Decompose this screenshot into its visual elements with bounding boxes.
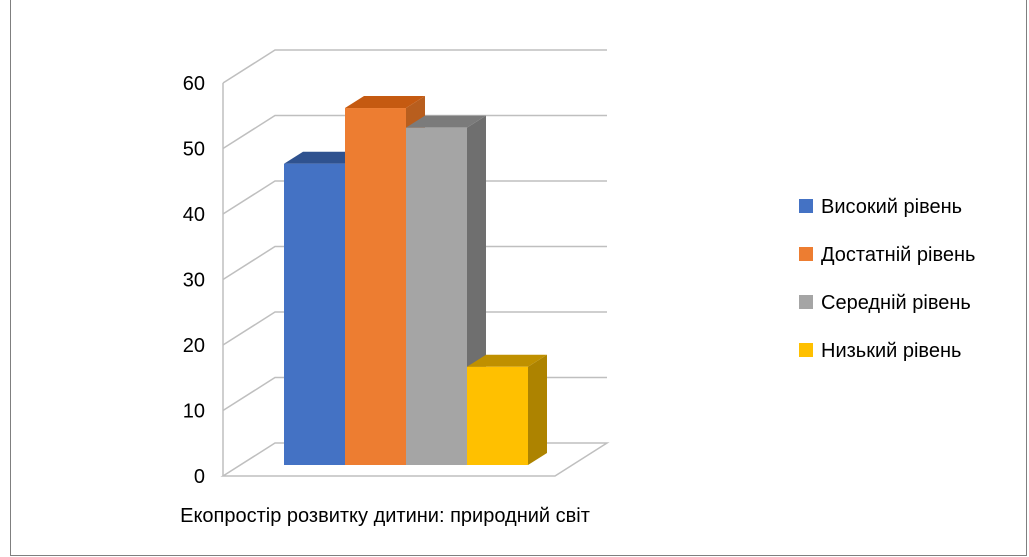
legend-item[interactable]: Високий рівень — [799, 196, 962, 218]
y-tick-label: 20 — [183, 335, 205, 357]
gridline — [222, 311, 607, 346]
gridlines — [222, 49, 607, 412]
y-axis-ticks: 0 10 20 30 40 50 60 — [183, 73, 205, 488]
legend-item[interactable]: Достатній рівень — [799, 244, 975, 266]
y-tick-label: 30 — [183, 270, 205, 292]
legend-swatch — [799, 343, 813, 357]
y-tick-label: 10 — [183, 401, 205, 423]
bar-top — [284, 151, 364, 164]
bar-top — [467, 354, 547, 367]
legend-label: Середній рівень — [821, 292, 971, 314]
bar-front — [467, 366, 528, 465]
legend-swatch — [799, 247, 813, 261]
legend[interactable]: Високий рівень Достатній рівень Середній р… — [799, 196, 975, 362]
bar-front — [345, 108, 406, 466]
floor-outline — [220, 442, 610, 477]
bar-4 — [467, 354, 547, 465]
gridline — [222, 49, 607, 84]
y-tick-label: 40 — [183, 204, 205, 226]
gridline — [222, 245, 607, 281]
legend-item[interactable]: Середній рівень — [799, 292, 971, 314]
category-label: Екопростір розвитку дитини: природний св… — [180, 505, 590, 527]
legend-label: Достатній рівень — [821, 244, 975, 266]
bar-side — [528, 354, 547, 465]
y-tick-label: 50 — [183, 139, 205, 161]
bars — [284, 96, 547, 466]
gridline — [222, 180, 607, 215]
y-tick-label: 60 — [183, 73, 205, 95]
legend-label: Низький рівень — [821, 340, 961, 362]
y-tick-label: 0 — [194, 466, 205, 488]
bar-front — [284, 163, 345, 465]
gridline — [222, 114, 607, 150]
legend-swatch — [799, 199, 813, 213]
legend-label: Високий рівень — [821, 196, 962, 218]
legend-swatch — [799, 295, 813, 309]
bar-top — [406, 115, 486, 128]
bar-top — [345, 96, 425, 109]
legend-item[interactable]: Низький рівень — [799, 340, 961, 362]
bar-front — [406, 127, 467, 466]
